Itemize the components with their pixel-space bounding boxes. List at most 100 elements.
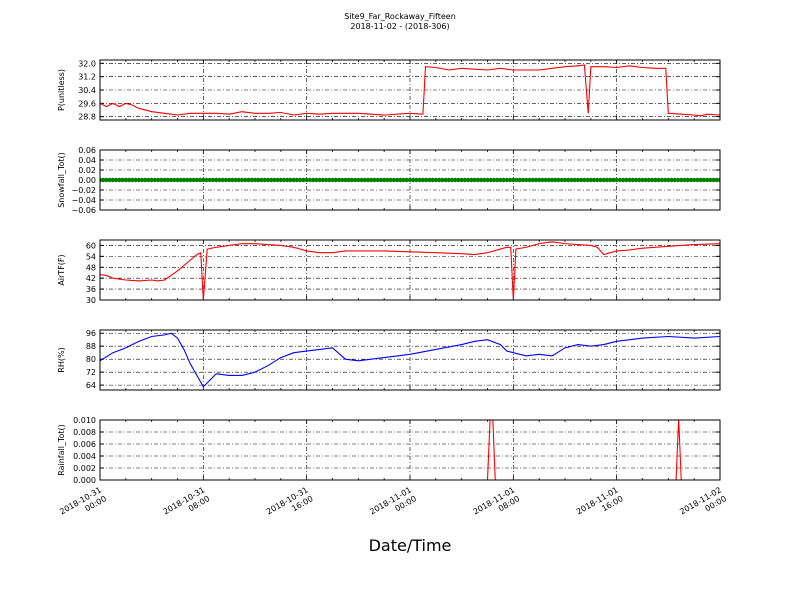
data-point <box>404 177 409 183</box>
data-point <box>126 177 132 183</box>
data-point <box>113 177 119 183</box>
data-point <box>388 177 393 183</box>
data-point <box>265 177 271 183</box>
y-tick-label: 0.006 <box>73 440 96 449</box>
data-point <box>146 177 151 183</box>
data-point <box>653 177 658 183</box>
data-point <box>210 177 216 183</box>
data-point <box>323 177 329 183</box>
data-point <box>637 177 642 183</box>
data-point <box>107 177 112 183</box>
data-point <box>427 177 432 183</box>
data-point <box>546 177 552 183</box>
y-tick-label: 48 <box>86 263 96 272</box>
data-point <box>443 177 448 183</box>
data-point <box>168 177 174 183</box>
data-point <box>301 177 306 183</box>
data-point <box>698 177 703 183</box>
data-point <box>540 177 545 183</box>
data-point <box>104 177 109 183</box>
y-tick-label: 80 <box>86 355 96 364</box>
data-point <box>268 177 274 183</box>
data-point <box>123 177 129 183</box>
data-point <box>488 177 493 183</box>
data-point <box>359 177 364 183</box>
y-axis-label: P(unitless) <box>57 69 66 111</box>
data-point <box>184 177 190 183</box>
data-point <box>327 177 332 183</box>
data-point <box>446 177 451 183</box>
y-tick-label: 0.004 <box>73 452 96 461</box>
data-point <box>520 177 526 183</box>
y-tick-label: 0.000 <box>73 476 96 485</box>
data-point <box>343 177 348 183</box>
data-point <box>414 177 419 183</box>
data-point <box>262 177 267 183</box>
data-point <box>633 177 639 183</box>
data-point <box>365 177 371 183</box>
data-point <box>498 177 503 183</box>
data-point <box>475 177 481 183</box>
data-point <box>375 177 380 183</box>
y-tick-label: 0.008 <box>73 428 96 437</box>
data-point <box>333 177 338 183</box>
data-point <box>120 177 125 183</box>
data-point <box>572 177 577 183</box>
data-point <box>223 177 229 183</box>
data-point <box>611 177 616 183</box>
data-point <box>630 177 636 183</box>
y-tick-label: 31.2 <box>78 73 96 82</box>
data-point <box>627 177 632 183</box>
data-point <box>482 177 487 183</box>
data-point <box>275 177 280 183</box>
data-point <box>543 177 548 183</box>
data-point <box>201 177 206 183</box>
data-point <box>178 177 183 183</box>
data-point <box>236 177 242 183</box>
data-point <box>675 177 681 183</box>
panel-2: 0.060.040.020.00−0.02−0.04−0.06 Snowfall_… <box>57 146 721 215</box>
plot-frame <box>99 149 721 211</box>
data-point <box>517 177 522 183</box>
panel-1: 32.0 31.2 30.4 29.6 28.8 P(unitless) <box>57 59 721 122</box>
data-point <box>659 177 665 183</box>
y-tick-label: 29.6 <box>78 99 96 108</box>
data-point <box>688 177 694 183</box>
data-point <box>459 177 464 183</box>
data-point <box>336 177 342 183</box>
data-point <box>501 177 506 183</box>
data-point <box>717 177 720 183</box>
y-tick-label: 0.00 <box>78 176 96 185</box>
data-point <box>649 177 655 183</box>
data-point <box>259 177 264 183</box>
y-axis-label: Snowfall_Tot() <box>57 152 66 208</box>
series-line <box>100 64 720 117</box>
data-point <box>494 177 500 183</box>
data-point <box>407 177 413 183</box>
data-point <box>159 177 164 183</box>
x-axis-label: Date/Time <box>369 536 452 555</box>
data-point <box>614 177 619 183</box>
data-point <box>465 177 471 183</box>
data-point <box>527 177 532 183</box>
data-point <box>704 177 710 183</box>
data-point <box>472 177 477 183</box>
data-point <box>582 177 587 183</box>
data-point <box>317 177 322 183</box>
data-point <box>304 177 309 183</box>
data-point <box>553 177 558 183</box>
data-point <box>391 177 397 183</box>
data-point <box>591 177 597 183</box>
data-point <box>226 177 232 183</box>
data-point <box>569 177 574 183</box>
data-point <box>536 177 542 183</box>
data-point <box>149 177 154 183</box>
y-tick-label: 72 <box>86 368 96 377</box>
y-tick-label: 42 <box>86 274 96 283</box>
data-point <box>449 177 455 183</box>
data-point <box>307 177 313 183</box>
data-point <box>646 177 652 183</box>
